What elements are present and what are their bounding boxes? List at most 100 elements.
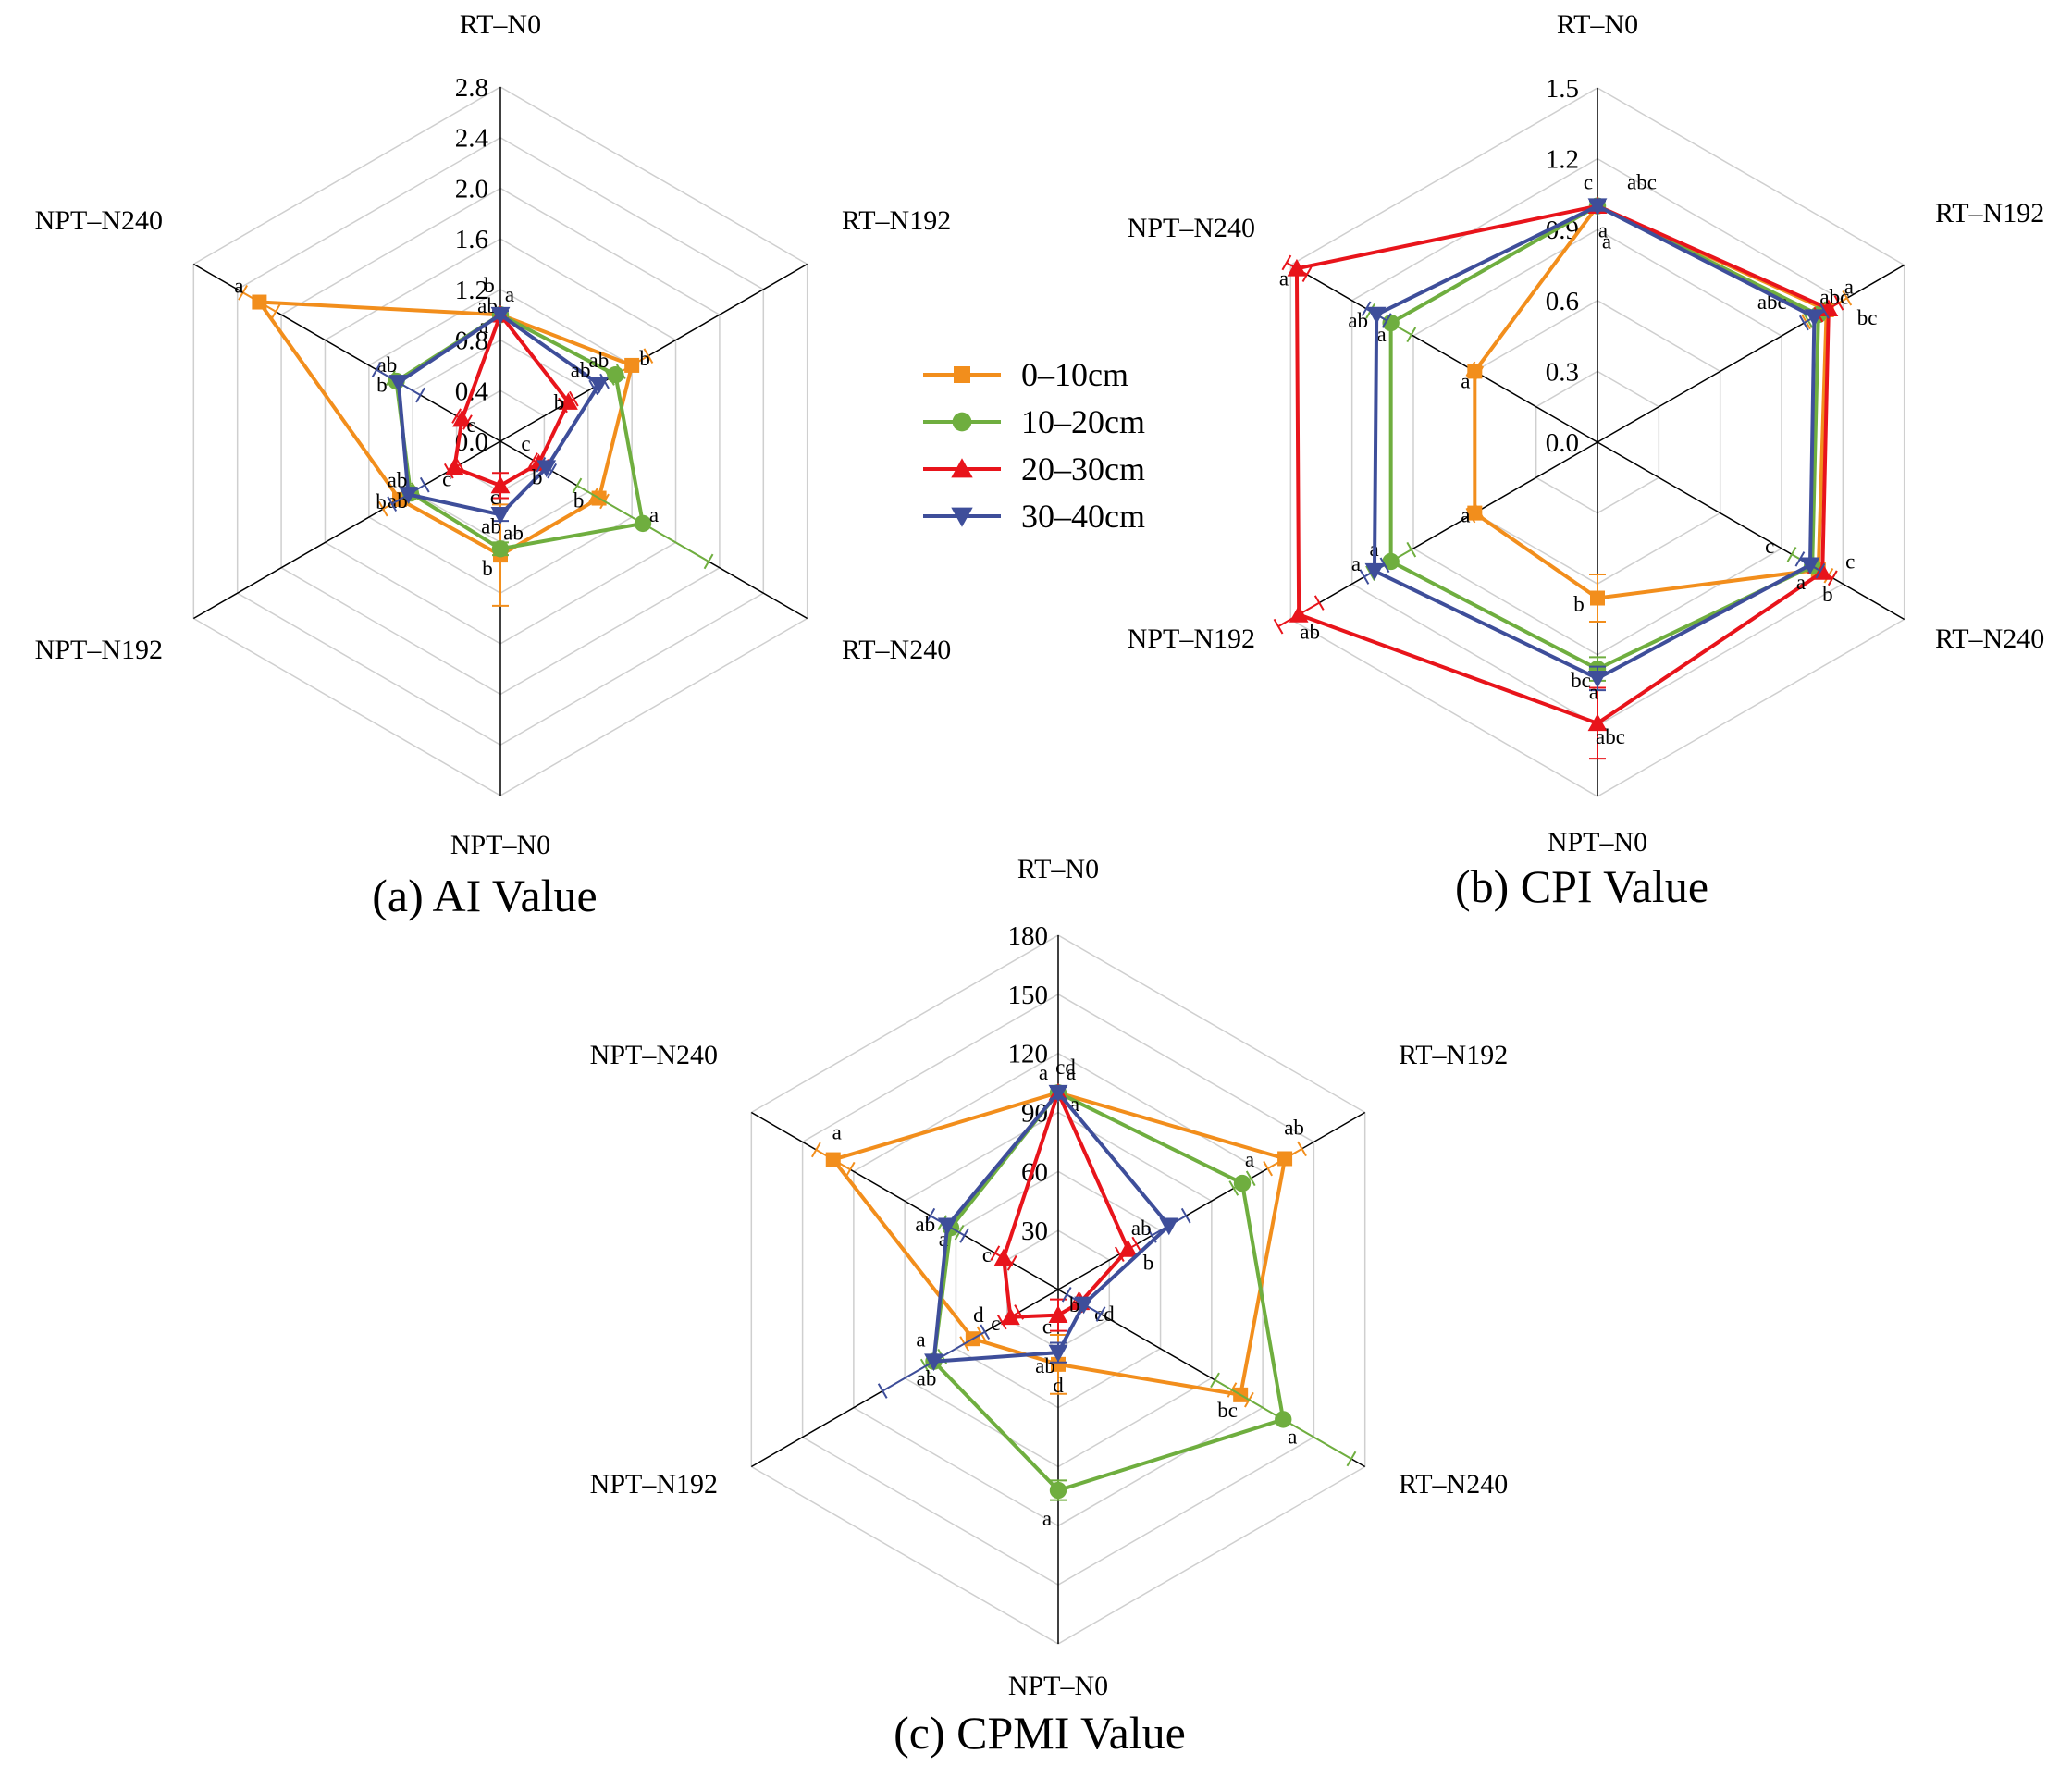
- significance-label: b: [482, 557, 493, 580]
- error-bar-cap: [1827, 570, 1838, 586]
- error-bar-cap: [1819, 303, 1830, 319]
- error-bar-cap: [703, 553, 714, 570]
- error-bar-cap: [959, 1228, 970, 1243]
- panel-title: (b) CPI Value: [1455, 860, 1708, 912]
- data-point: [444, 458, 464, 476]
- data-point: [1275, 1411, 1292, 1428]
- error-bar-cap: [238, 284, 248, 301]
- significance-label: ab: [1300, 620, 1320, 643]
- tick-label: 1.6: [455, 225, 488, 254]
- significance-label: ab: [388, 468, 408, 491]
- category-label: NPT–N192: [1128, 624, 1255, 654]
- category-label: NPT–N240: [1128, 213, 1255, 243]
- data-point: [1587, 713, 1608, 732]
- significance-label: a: [1377, 323, 1387, 346]
- significance-label: c: [521, 432, 530, 455]
- category-label: NPT–N0: [450, 830, 550, 860]
- error-bar-cap: [990, 1245, 1001, 1261]
- axis-spoke: [1289, 441, 1598, 621]
- legend-label: 20–30cm: [1021, 451, 1145, 488]
- significance-label: a: [649, 503, 659, 526]
- tick-label: 1.5: [1546, 74, 1579, 104]
- data-point: [1800, 557, 1820, 575]
- significance-label: c: [1845, 549, 1855, 573]
- significance-label: cd: [1094, 1303, 1115, 1326]
- significance-label: a: [1598, 219, 1608, 242]
- error-bar-cap: [419, 476, 430, 493]
- error-bar-cap: [996, 1314, 1007, 1330]
- data-point: [1382, 552, 1400, 571]
- significance-label: c: [991, 1312, 1000, 1335]
- significance-label: b: [1069, 1293, 1080, 1316]
- data-point: [1366, 306, 1387, 325]
- significance-label: a: [505, 283, 514, 306]
- axis-spoke: [500, 263, 808, 442]
- data-point: [1049, 1481, 1067, 1500]
- significance-label: a: [1288, 1425, 1297, 1448]
- data-point: [1804, 309, 1824, 327]
- error-bar-cap: [1815, 562, 1826, 579]
- significance-label: a: [1796, 571, 1806, 594]
- significance-label: ab: [1284, 1117, 1304, 1140]
- data-point: [993, 1248, 1014, 1266]
- significance-label: abc: [1627, 171, 1657, 194]
- legend-marker: [954, 366, 970, 383]
- significance-label: ab: [1035, 1354, 1055, 1377]
- category-label: RT–N240: [1399, 1469, 1508, 1500]
- error-bar-cap: [569, 390, 579, 407]
- significance-label: d: [1053, 1374, 1064, 1397]
- legend-marker: [951, 507, 973, 527]
- error-bar-cap: [1842, 290, 1853, 306]
- data-point: [1051, 1356, 1066, 1372]
- significance-label: a: [1279, 266, 1289, 290]
- data-point: [924, 1353, 944, 1372]
- significance-label: a: [1461, 369, 1470, 392]
- significance-label: ab: [481, 514, 501, 537]
- data-point: [490, 475, 511, 494]
- error-bar-cap: [925, 1207, 936, 1224]
- error-bar-cap: [1798, 315, 1809, 331]
- data-point: [937, 1217, 957, 1236]
- significance-label: b: [1573, 593, 1585, 616]
- error-bar-cap: [1794, 551, 1806, 567]
- category-label: NPT–N192: [590, 1469, 718, 1500]
- tick-label: 2.8: [455, 73, 488, 103]
- data-point: [1074, 1296, 1094, 1315]
- error-bar-cap: [1228, 1180, 1240, 1196]
- legend-marker: [952, 412, 972, 432]
- significance-label: a: [939, 1228, 948, 1251]
- error-bar-cap: [1361, 301, 1372, 317]
- panel-title: (c) CPMI Value: [894, 1707, 1186, 1759]
- error-bar-cap: [1281, 254, 1292, 271]
- error-bar-cap: [371, 362, 382, 378]
- category-label: NPT–N192: [35, 635, 163, 665]
- significance-label: d: [973, 1303, 984, 1327]
- significance-label: c: [490, 486, 500, 509]
- data-point: [252, 294, 267, 310]
- significance-label: c: [982, 1243, 992, 1266]
- error-bar-cap: [1346, 1451, 1357, 1467]
- error-bar-cap: [1014, 1304, 1024, 1320]
- error-bar-cap: [1131, 1236, 1142, 1253]
- significance-label: b: [484, 274, 495, 297]
- error-bar-cap: [1146, 1228, 1157, 1243]
- data-point: [490, 507, 511, 525]
- significance-label: ab: [377, 353, 398, 377]
- significance-label: ab: [915, 1213, 935, 1236]
- significance-label: cd: [1055, 1056, 1076, 1079]
- error-bar-cap: [1273, 618, 1284, 635]
- data-point: [388, 375, 409, 392]
- panel-cpmi-value: 306090120150180RT–N0RT–N192RT–N240NPT–N0…: [590, 854, 1509, 1759]
- data-point: [1382, 314, 1400, 332]
- significance-label: c: [466, 414, 475, 437]
- error-bar-cap: [451, 408, 462, 424]
- legend-item: 20–30cm: [923, 451, 1145, 488]
- data-point: [399, 487, 418, 504]
- tick-label: 150: [1008, 981, 1049, 1010]
- error-bar-cap: [1263, 1160, 1274, 1177]
- legend-item: 30–40cm: [923, 498, 1145, 535]
- legend-item: 0–10cm: [923, 356, 1128, 393]
- error-bar-cap: [1301, 266, 1313, 283]
